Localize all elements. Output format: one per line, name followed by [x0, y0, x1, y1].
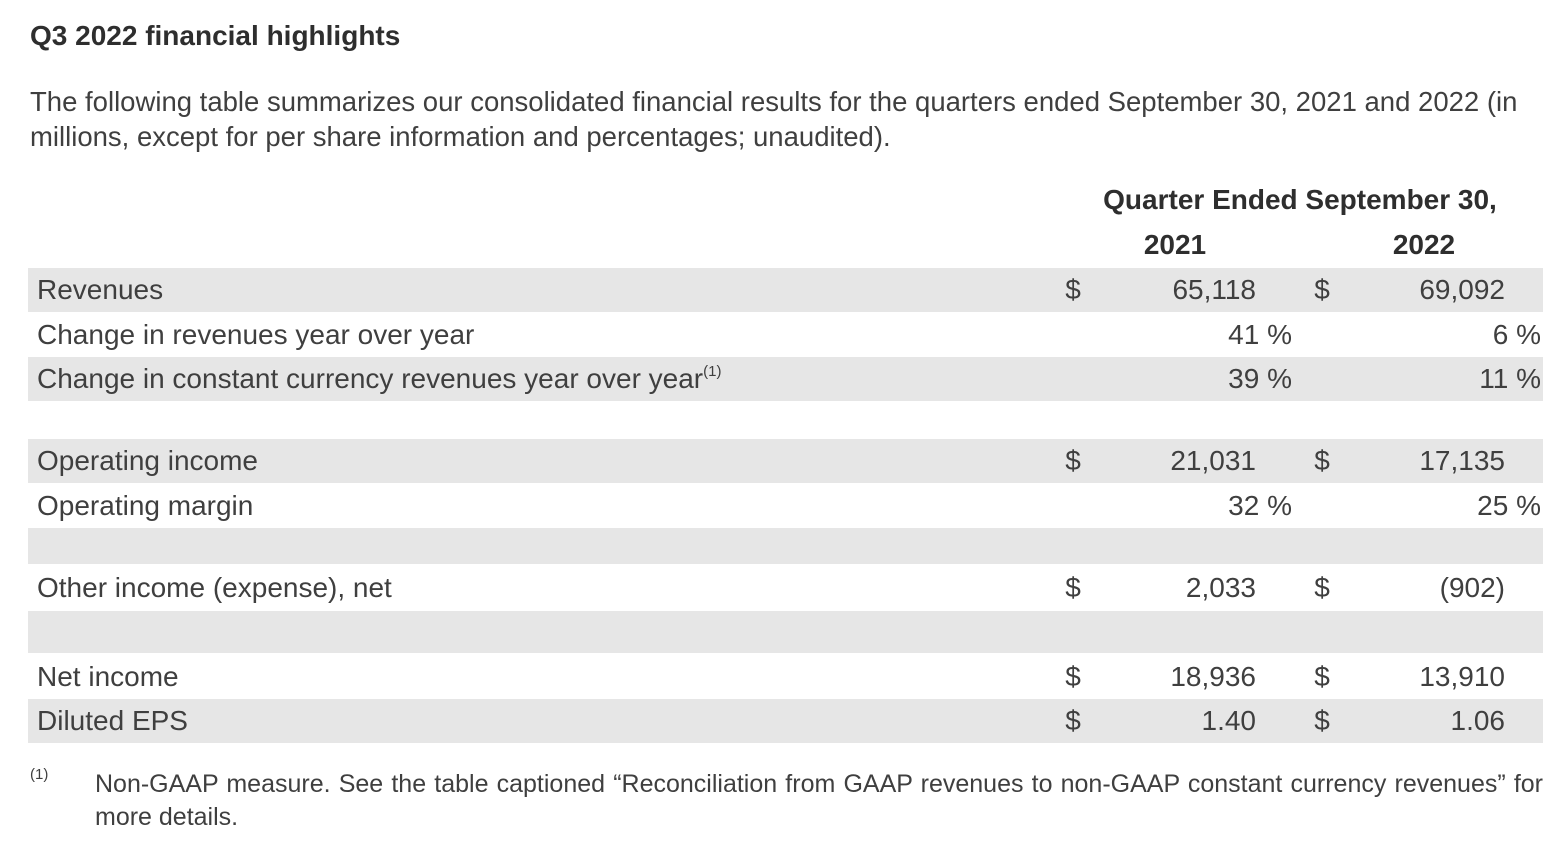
value-2021: 65,118: [1172, 274, 1256, 305]
value-2022: 17,135: [1419, 445, 1505, 476]
value-2022: 11 %: [1479, 363, 1541, 394]
value-2021: 39 %: [1228, 363, 1292, 394]
value-2021: 2,033: [1185, 572, 1256, 603]
value-2021: 21,031: [1170, 445, 1256, 476]
dollar-sign: $: [1065, 661, 1081, 692]
row-label: Change in revenues year over year: [37, 319, 475, 350]
table-row-revenue-change: Change in revenues year over year 41 % 6…: [28, 313, 1543, 357]
value-2022: 1.06: [1450, 705, 1506, 736]
row-label: Diluted EPS: [37, 705, 188, 736]
dollar-sign: $: [1314, 572, 1330, 603]
value-2021: 41 %: [1228, 319, 1292, 350]
value-2021: 32 %: [1228, 490, 1292, 521]
footnote-reference: (1): [703, 363, 722, 380]
dollar-sign: $: [1314, 705, 1330, 736]
dollar-sign: $: [1314, 445, 1330, 476]
table-spacer-row: [28, 611, 1543, 653]
table-row-operating-income: Operating income $ 21,031 $ 17,135: [28, 439, 1543, 483]
footnote-marker: (1): [30, 766, 49, 783]
row-label: Revenues: [37, 274, 164, 305]
dollar-sign: $: [1065, 274, 1081, 305]
value-2022: (902): [1439, 572, 1505, 603]
table-row-other-income: Other income (expense), net $ 2,033 $ (9…: [28, 566, 1543, 610]
footnote-text: Non-GAAP measure. See the table captione…: [95, 770, 1543, 831]
table-row-operating-margin: Operating margin 32 % 25 %: [28, 484, 1543, 528]
year-header-2021: 2021: [1143, 229, 1207, 260]
row-label: Change in constant currency revenues yea…: [37, 357, 721, 401]
row-label: Net income: [37, 661, 179, 692]
year-header-2022: 2022: [1392, 229, 1456, 260]
table-spacer-row: [28, 528, 1543, 564]
value-2021: 1.40: [1201, 705, 1257, 736]
row-label-text: Change in constant currency revenues yea…: [37, 363, 704, 394]
table-row-constant-currency-change: Change in constant currency revenues yea…: [28, 357, 1543, 401]
table-row-diluted-eps: Diluted EPS $ 1.40 $ 1.06: [28, 699, 1543, 743]
row-label: Operating income: [37, 445, 259, 476]
row-label: Operating margin: [37, 490, 254, 521]
dollar-sign: $: [1065, 572, 1081, 603]
value-2022: 69,092: [1419, 274, 1505, 305]
table-row-net-income: Net income $ 18,936 $ 13,910: [28, 655, 1543, 699]
dollar-sign: $: [1314, 274, 1330, 305]
value-2022: 25 %: [1477, 490, 1541, 521]
value-2022: 13,910: [1419, 661, 1505, 692]
value-2021: 18,936: [1170, 661, 1256, 692]
table-row-revenues: Revenues $ 65,118 $ 69,092: [28, 268, 1543, 312]
row-label: Other income (expense), net: [37, 572, 392, 603]
page-title: Q3 2022 financial highlights: [30, 20, 401, 51]
dollar-sign: $: [1065, 445, 1081, 476]
intro-paragraph: The following table summarizes our conso…: [30, 86, 1518, 152]
column-group-header: Quarter Ended September 30,: [1103, 184, 1497, 215]
dollar-sign: $: [1065, 705, 1081, 736]
value-2022: 6 %: [1492, 319, 1541, 350]
dollar-sign: $: [1314, 661, 1330, 692]
